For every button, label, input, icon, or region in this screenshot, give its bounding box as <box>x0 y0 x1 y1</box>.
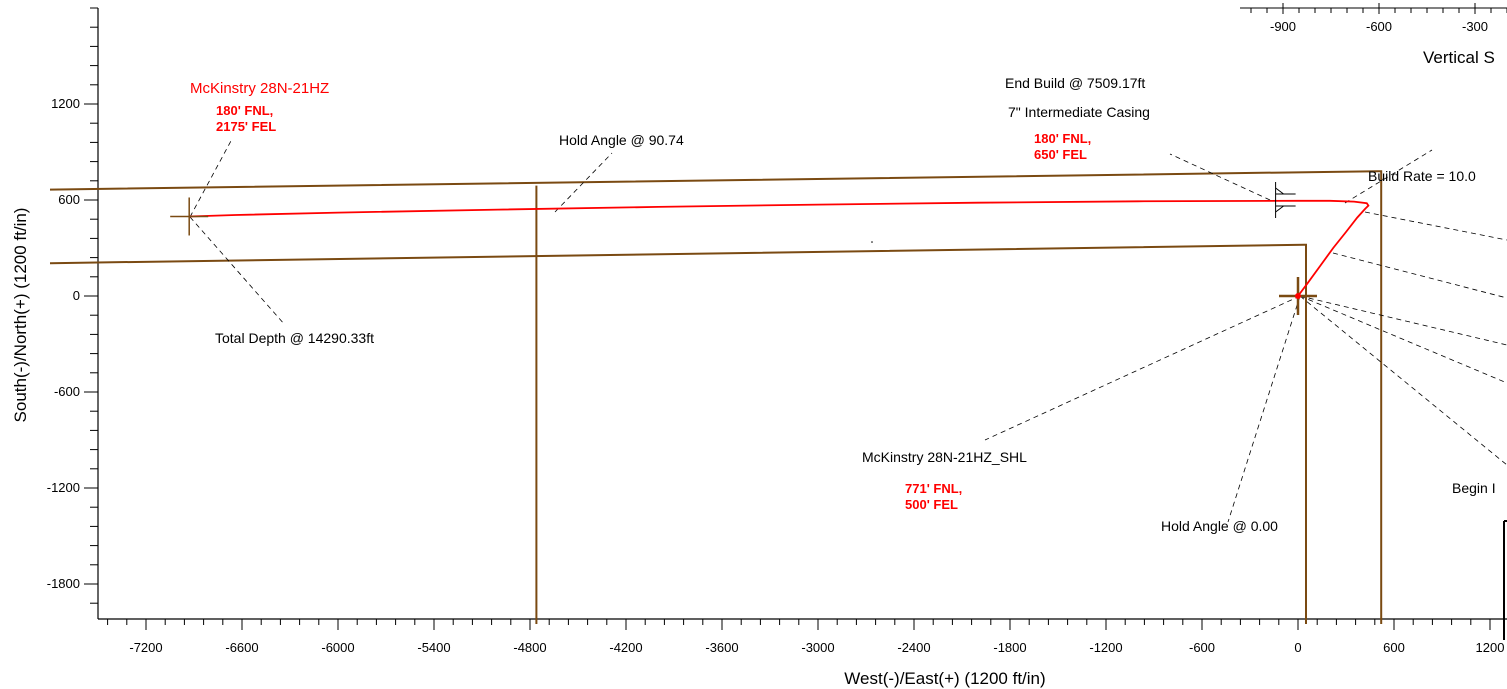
leader-east-3 <box>1299 295 1507 346</box>
y-axis-title: South(-)/North(+) (1200 ft/in) <box>11 208 30 423</box>
x-tick-label: 1200 <box>1476 640 1505 655</box>
y-tick-label: 0 <box>73 288 80 303</box>
y-tick-labels: 1200 600 0 -600 -1200 -1800 <box>47 96 80 591</box>
annotations: McKinstry 28N-21HZ 180' FNL, 2175' FEL T… <box>190 75 1496 534</box>
shl-name-label: McKinstry 28N-21HZ_SHL <box>862 449 1027 465</box>
vs-tick-label: -600 <box>1366 19 1392 34</box>
x-tick-label: -4800 <box>513 640 546 655</box>
mckinstry-target-marker <box>170 197 209 236</box>
y-tick-label: -600 <box>54 384 80 399</box>
casing-loc-line1: 180' FNL, <box>1034 131 1091 146</box>
y-tick-label: 600 <box>58 192 80 207</box>
leader-east-4 <box>1299 295 1507 384</box>
x-tick-label: -3600 <box>705 640 738 655</box>
x-tick-label: -6000 <box>321 640 354 655</box>
target-name-label: McKinstry 28N-21HZ <box>190 80 329 97</box>
shl-loc-line2: 500' FEL <box>905 497 958 512</box>
shl-loc-line1: 771' FNL, <box>905 481 962 496</box>
x-tick-label: -1800 <box>993 640 1026 655</box>
markers <box>170 182 1317 315</box>
x-tick-labels: -7200 -6600 -6000 -5400 -4800 -4200 -3600 -3000… <box>129 640 1504 655</box>
x-axis-title: West(-)/East(+) (1200 ft/in) <box>844 669 1045 688</box>
leader-hold-upper <box>554 152 613 213</box>
x-tick-label: -600 <box>1189 640 1215 655</box>
leader-lines <box>189 138 1507 523</box>
intermediate-casing-label: 7" Intermediate Casing <box>1008 104 1150 120</box>
y-tick-label: 1200 <box>51 96 80 111</box>
y-tick-label: -1200 <box>47 480 80 495</box>
hold-angle-upper-label: Hold Angle @ 90.74 <box>559 132 684 148</box>
vs-axis-title: Vertical S <box>1423 48 1495 67</box>
x-tick-label: -7200 <box>129 640 162 655</box>
stray-dot <box>871 241 873 243</box>
x-tick-label: -5400 <box>417 640 450 655</box>
target-loc-line2: 2175' FEL <box>216 119 276 134</box>
leader-casing <box>1169 153 1271 201</box>
total-depth-label: Total Depth @ 14290.33ft <box>215 330 374 346</box>
vs-tick-marks <box>1250 3 1507 14</box>
leader-hold-lower <box>1227 295 1301 523</box>
vs-tick-label: -900 <box>1270 19 1296 34</box>
axes: -7200 -6600 -6000 -5400 -4800 -4200 -3600 -3000… <box>11 7 1507 688</box>
hold-angle-lower-label: Hold Angle @ 0.00 <box>1161 518 1278 534</box>
build-rate-label: Build Rate = 10.0 <box>1368 168 1476 184</box>
end-build-label: End Build @ 7509.17ft <box>1005 75 1145 91</box>
x-tick-label: -4200 <box>609 640 642 655</box>
x-tick-label: -3000 <box>801 640 834 655</box>
vs-tick-labels: -900 -600 -300 <box>1270 19 1488 34</box>
casing-loc-line2: 650' FEL <box>1034 147 1087 162</box>
x-tick-label: -6600 <box>225 640 258 655</box>
section-boundaries <box>49 170 1383 624</box>
casing-marker <box>1275 182 1296 218</box>
shl-marker <box>1279 277 1317 315</box>
y-tick-marks <box>84 7 98 604</box>
boundary-line-2 <box>49 243 1307 624</box>
target-loc-line1: 180' FNL, <box>216 103 273 118</box>
x-tick-label: -2400 <box>897 640 930 655</box>
vertical-section-axis: -900 -600 -300 Vertical S <box>1240 3 1507 67</box>
vs-tick-label: -300 <box>1462 19 1488 34</box>
boundary-line-1 <box>49 170 1383 624</box>
leader-east-1 <box>1364 211 1507 241</box>
leader-east-2 <box>1332 252 1507 299</box>
leader-shl <box>984 295 1301 441</box>
y-tick-label: -1800 <box>47 576 80 591</box>
begin-label: Begin I <box>1452 480 1496 496</box>
leader-target <box>189 138 233 218</box>
leader-total-depth <box>189 216 286 326</box>
x-tick-label: 600 <box>1383 640 1405 655</box>
x-tick-label: -1200 <box>1089 640 1122 655</box>
x-tick-marks <box>107 619 1491 630</box>
leader-build-rate <box>1344 149 1433 204</box>
wellpath-line <box>189 199 1370 297</box>
x-tick-label: 0 <box>1294 640 1301 655</box>
leader-begin <box>1299 295 1507 466</box>
